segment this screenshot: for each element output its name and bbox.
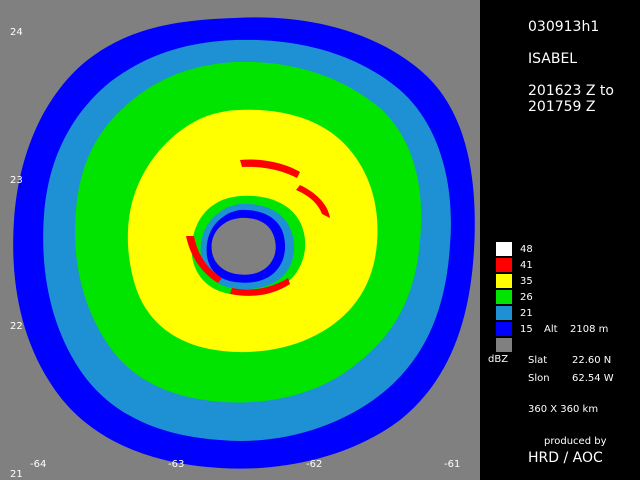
flight-id: 030913h1 xyxy=(528,19,600,35)
altitude-value: 2108 m xyxy=(570,324,609,335)
legend-swatch-35 xyxy=(496,274,512,288)
domain-size: 360 X 360 km xyxy=(528,404,599,415)
legend-swatch-48 xyxy=(496,242,512,256)
lon-tick-62: -62 xyxy=(306,459,323,470)
lon-tick-63: -63 xyxy=(168,459,185,470)
lat-tick-24: 24 xyxy=(10,27,23,38)
radar-image xyxy=(13,17,475,469)
legend-swatch-below xyxy=(496,338,512,352)
reflectivity-41-band-southwest xyxy=(186,236,222,283)
legend-swatch-41 xyxy=(496,258,512,272)
lon-tick-61: -61 xyxy=(444,459,461,470)
info-panel: 030913h1 ISABEL 201623 Z to 201759 Z 48 … xyxy=(480,0,640,480)
legend-value-21: 21 xyxy=(520,308,533,319)
slat-value: 22.60 N xyxy=(572,355,612,366)
legend-value-48: 48 xyxy=(520,244,533,255)
slon-label: Slon xyxy=(528,373,550,384)
slon-value: 62.54 W xyxy=(572,373,614,384)
reflectivity-41-band-north xyxy=(240,159,300,178)
reflectivity-41-band-south xyxy=(230,278,290,296)
dbz-unit: dBZ xyxy=(488,354,509,365)
eye-region xyxy=(211,217,276,275)
legend-swatch-26 xyxy=(496,290,512,304)
time-end: 201759 Z xyxy=(528,99,596,115)
slat-label: Slat xyxy=(528,355,548,366)
lat-tick-21: 21 xyxy=(10,469,23,480)
legend-value-15: 15 xyxy=(520,324,533,335)
produced-by: produced by xyxy=(544,436,607,447)
producer-org: HRD / AOC xyxy=(528,450,603,466)
legend-swatch-21 xyxy=(496,306,512,320)
lon-tick-64: -64 xyxy=(30,459,47,470)
storm-name: ISABEL xyxy=(528,51,578,67)
time-start: 201623 Z to xyxy=(528,83,614,99)
legend-value-26: 26 xyxy=(520,292,533,303)
legend-swatch-15 xyxy=(496,322,512,336)
reflectivity-41-band-east xyxy=(296,185,330,218)
legend-value-41: 41 xyxy=(520,260,533,271)
legend-value-35: 35 xyxy=(520,276,533,287)
lat-tick-23: 23 xyxy=(10,175,23,186)
lat-tick-22: 22 xyxy=(10,321,23,332)
radar-reflectivity-map xyxy=(0,0,480,480)
altitude-label: Alt xyxy=(544,324,558,335)
